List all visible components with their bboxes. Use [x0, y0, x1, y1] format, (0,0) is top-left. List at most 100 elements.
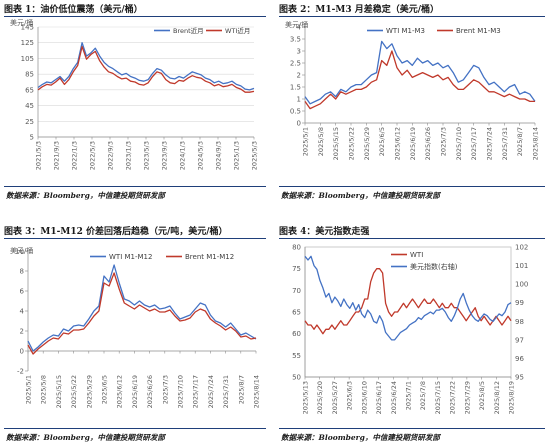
y-tick-label: 125: [21, 39, 34, 47]
y-tick-label: 3.5: [290, 36, 301, 44]
x-tick-label: 2025/6/12: [394, 127, 402, 160]
legend-label-0: Brent近月: [173, 26, 204, 35]
x-tick-label: 2025/6/3: [346, 381, 354, 410]
x-tick-label: 2025/5/1: [302, 127, 310, 156]
chart4-rule: [279, 238, 545, 239]
y-tick-label: 6: [20, 288, 25, 296]
x-tick-label: 2025/7/1: [405, 381, 413, 410]
x-tick-label: 2025/6/10: [360, 381, 368, 414]
chart1-caption: 图表 1：油价低位震荡（美元/桶）: [4, 5, 143, 15]
x-tick-label: 2025/5/22: [348, 127, 356, 160]
legend-label-0: WTI M1-M3: [386, 27, 425, 35]
x-tick-label: 2025/7/29: [463, 381, 471, 414]
y-tick-label: 5: [30, 134, 34, 142]
x-tick-label: 2025/5/15: [332, 127, 340, 160]
y2-tick-label: 101: [515, 262, 528, 270]
series-line-1: [304, 50, 535, 110]
x-tick-label: 2025/5/29: [85, 375, 93, 408]
x-tick-label: 2025/5/1: [25, 375, 33, 404]
y-tick-label: 70: [292, 287, 301, 295]
x-tick-label: 2025/8/14: [253, 375, 261, 408]
chart4-caption: 图表 4：美元指数走强: [279, 227, 370, 237]
chart1-bottom-rule: [4, 186, 266, 187]
series-line-1: [304, 255, 512, 341]
y-tick-label: 60: [292, 330, 301, 338]
x-tick-label: 2025/8/14: [532, 127, 540, 160]
x-tick-label: 2025/7/22: [449, 381, 457, 414]
chart1-oil-price: 5 25 45 65 85 105 125 145 2021/5/3 2021/9/3 2022/1…: [10, 19, 259, 170]
chart3-caption: 图表 3：M1-M12 价差回落后趋稳（元/吨，美元/桶）: [4, 227, 228, 237]
x-tick-label: 2025/1/3: [233, 141, 241, 170]
y-tick-label: 4: [20, 308, 25, 316]
y2-tick-label: 95: [515, 374, 524, 382]
series-line-1: [37, 45, 255, 93]
x-tick-label: 2025/5/27: [331, 381, 339, 414]
y-tick-label: 85: [25, 71, 34, 79]
y-tick-label: 0: [297, 120, 301, 128]
legend-label-0: WTI M1-M12: [109, 253, 152, 261]
unit-label: 美元/桶: [10, 19, 33, 27]
x-tick-label: 2023/5/3: [143, 141, 151, 170]
chart2-bottom-rule: [279, 186, 545, 187]
x-tick-label: 2025/8/19: [508, 381, 516, 414]
x-tick-label: 2022/9/3: [107, 141, 115, 170]
legend-label-1: WTI近月: [225, 26, 250, 35]
x-tick-label: 2024/9/3: [215, 141, 223, 170]
chart2-caption: 图表 2：M1-M3 月差稳定（美元/桶）: [279, 5, 440, 15]
series-line-0: [37, 42, 255, 91]
y-tick-label: 2: [20, 328, 24, 336]
y-tick-label: 45: [25, 102, 34, 110]
x-tick-label: 2025/7/17: [470, 127, 478, 160]
legend-label-1: Brent M1-M12: [185, 253, 234, 261]
x-tick-label: 2025/7/17: [192, 375, 200, 408]
x-tick-label: 2022/5/3: [89, 141, 97, 170]
x-tick-label: 2025/5/8: [40, 375, 48, 404]
x-tick-label: 2025/5/3: [251, 141, 259, 170]
y-tick-label: 1.5: [290, 84, 301, 92]
x-tick-label: 2025/8/7: [516, 127, 524, 156]
x-tick-label: 2025/6/5: [378, 127, 386, 156]
y2-tick-label: 98: [515, 318, 524, 326]
chart4-dollar-index: 50 55 60 65 70 75 80 95 96 97 98 99 100 101 102 2025/5/…: [292, 244, 528, 415]
unit-label: 美元/桶: [10, 246, 33, 255]
plot-frame: [304, 246, 512, 378]
y2-tick-label: 102: [515, 244, 528, 252]
y-tick-label: 8: [20, 268, 24, 276]
chart1-source: 数据来源：Bloomberg，中信建投期货研发部: [6, 191, 165, 200]
x-tick-label: 2025/7/15: [434, 381, 442, 414]
legend-label-0: WTI: [410, 251, 423, 259]
y-tick-label: 0.5: [290, 108, 301, 116]
y2-tick-label: 100: [515, 281, 528, 289]
legend-label-1: 美元指数(右轴): [410, 262, 458, 271]
chart2-rule: [279, 16, 545, 17]
x-tick-label: 2025/8/12: [493, 381, 501, 414]
x-tick-label: 2025/6/19: [409, 127, 417, 160]
y2-tick-label: 97: [515, 336, 524, 344]
x-tick-label: 2025/6/5: [101, 375, 109, 404]
y-tick-label: 2: [297, 72, 301, 80]
x-tick-label: 2025/5/13: [302, 381, 310, 414]
y2-tick-label: 96: [515, 355, 524, 363]
x-tick-label: 2025/5/29: [363, 127, 371, 160]
chart4-bottom-rule: [279, 428, 545, 429]
x-tick-label: 2021/5/3: [35, 141, 43, 170]
chart3-m1m12-spread: -2 0 2 4 6 8 10 2025/5/1 2025/5/8 2025/5/15 2025/5…: [10, 246, 261, 408]
y-tick-label: -2: [17, 368, 24, 376]
x-tick-label: 2021/9/3: [53, 141, 61, 170]
x-tick-label: 2025/7/3: [161, 375, 169, 404]
unit-label: 美元/桶: [285, 20, 308, 29]
y-tick-label: 25: [25, 118, 34, 126]
y-tick-label: 80: [292, 244, 301, 252]
x-tick-label: 2025/6/12: [116, 375, 124, 408]
series-line-0: [27, 264, 257, 352]
y-tick-label: 145: [21, 24, 34, 32]
x-tick-label: 2025/5/22: [70, 375, 78, 408]
y2-tick-label: 99: [515, 299, 524, 307]
series-line-0: [304, 268, 512, 335]
x-tick-label: 2024/5/3: [197, 141, 205, 170]
x-tick-label: 2023/1/3: [125, 141, 133, 170]
chart4-source: 数据来源：Bloomberg，中信建投期货研发部: [281, 433, 440, 442]
x-tick-label: 2025/7/24: [207, 375, 215, 408]
y-tick-label: 2.5: [290, 60, 301, 68]
x-tick-label: 2025/6/26: [424, 127, 432, 160]
